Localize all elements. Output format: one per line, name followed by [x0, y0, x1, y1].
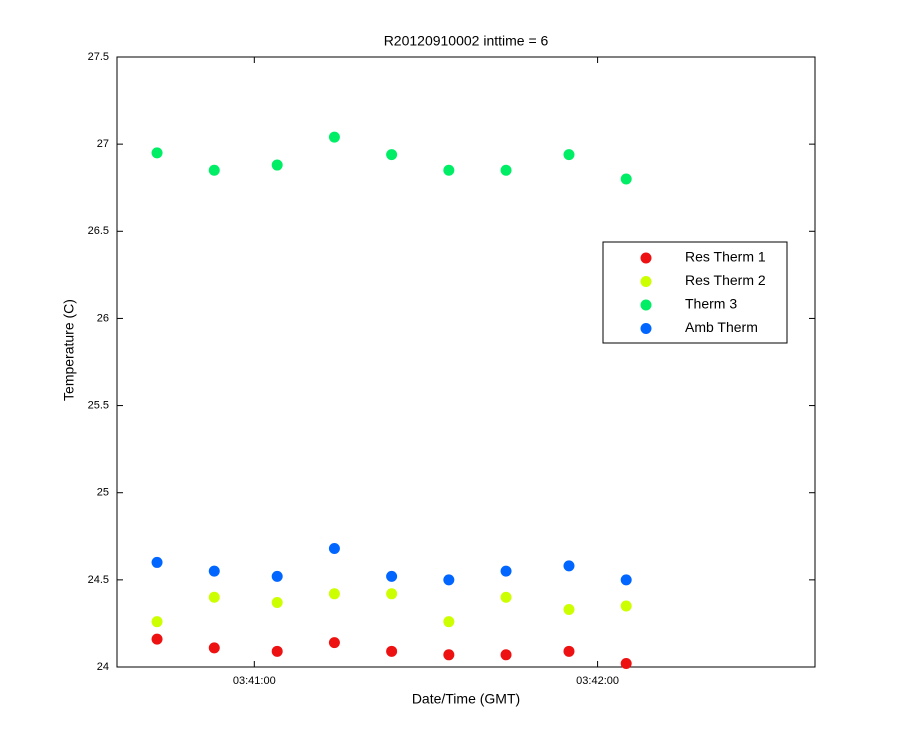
point [386, 645, 398, 657]
legend-marker [640, 276, 652, 287]
point [151, 633, 163, 645]
point [500, 565, 512, 577]
point [208, 164, 220, 176]
x-tick-label: 03:42:00 [576, 675, 619, 687]
point [208, 591, 220, 603]
legend-label: Therm 3 [685, 296, 737, 312]
point [151, 616, 163, 628]
point [500, 649, 512, 661]
point [271, 597, 283, 609]
point [620, 173, 632, 185]
y-tick-label: 24 [97, 661, 109, 673]
point [620, 574, 632, 586]
plot-area [116, 56, 816, 668]
y-tick-label: 25.5 [88, 399, 109, 411]
y-tick-label: 27 [97, 138, 109, 150]
point [271, 570, 283, 582]
point [563, 645, 575, 657]
y-tick-label: 26 [97, 312, 109, 324]
point [563, 560, 575, 572]
point [620, 658, 632, 670]
point [500, 591, 512, 603]
y-tick-label: 27.5 [88, 51, 109, 63]
x-tick-label: 03:41:00 [233, 675, 276, 687]
chart-title: R20120910002 inttime = 6 [384, 33, 549, 49]
y-tick-label: 26.5 [88, 225, 109, 237]
point [271, 645, 283, 657]
point [386, 149, 398, 161]
legend-label: Res Therm 1 [685, 249, 766, 265]
y-axis-label: Temperature (C) [61, 299, 77, 401]
x-axis-label: Date/Time (GMT) [412, 691, 520, 707]
point [563, 149, 575, 161]
point [328, 637, 340, 649]
point [443, 616, 455, 628]
legend-box [602, 241, 788, 344]
point [443, 164, 455, 176]
point [151, 556, 163, 568]
point [500, 164, 512, 176]
point [443, 649, 455, 661]
point [328, 542, 340, 554]
point [328, 588, 340, 600]
point [271, 159, 283, 171]
point [328, 131, 340, 143]
legend-marker [640, 299, 652, 311]
y-tick-label: 25 [97, 487, 109, 499]
point [208, 642, 220, 654]
point [563, 603, 575, 615]
legend-marker [640, 323, 652, 334]
legend-label: Amb Therm [685, 319, 758, 335]
legend-label: Res Therm 2 [685, 272, 766, 288]
point [443, 574, 455, 586]
point [151, 147, 163, 159]
point [620, 600, 632, 612]
point [386, 570, 398, 582]
y-tick-label: 24.5 [88, 574, 109, 586]
point [208, 565, 220, 577]
point [386, 588, 398, 600]
legend-marker [640, 252, 652, 264]
